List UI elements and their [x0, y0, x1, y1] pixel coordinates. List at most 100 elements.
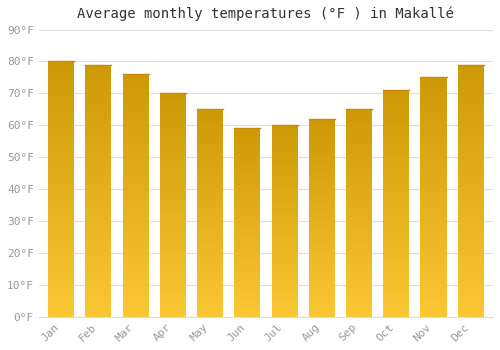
- Bar: [197, 263, 223, 267]
- Bar: [420, 269, 446, 274]
- Bar: [420, 254, 446, 259]
- Bar: [234, 170, 260, 174]
- Bar: [86, 161, 112, 166]
- Bar: [458, 231, 483, 236]
- Bar: [308, 305, 335, 309]
- Bar: [197, 221, 223, 225]
- Bar: [160, 138, 186, 142]
- Bar: [458, 75, 483, 80]
- Bar: [197, 188, 223, 193]
- Bar: [160, 268, 186, 272]
- Bar: [86, 125, 112, 130]
- Bar: [458, 201, 483, 206]
- Bar: [458, 216, 483, 221]
- Bar: [308, 285, 335, 289]
- Bar: [48, 72, 74, 77]
- Bar: [346, 275, 372, 279]
- Bar: [197, 147, 223, 151]
- Bar: [272, 275, 297, 279]
- Bar: [86, 145, 112, 150]
- Bar: [420, 279, 446, 283]
- Bar: [197, 259, 223, 263]
- Bar: [383, 231, 409, 235]
- Bar: [383, 303, 409, 308]
- Bar: [420, 125, 446, 130]
- Bar: [458, 256, 483, 261]
- Bar: [308, 123, 335, 127]
- Bar: [234, 287, 260, 290]
- Bar: [383, 181, 409, 186]
- Bar: [122, 79, 148, 84]
- Bar: [346, 267, 372, 271]
- Bar: [122, 137, 148, 142]
- Bar: [308, 313, 335, 317]
- Bar: [383, 113, 409, 117]
- Bar: [272, 240, 297, 244]
- Bar: [234, 200, 260, 204]
- Bar: [458, 135, 483, 140]
- Bar: [346, 234, 372, 238]
- Bar: [234, 302, 260, 306]
- Bar: [197, 180, 223, 184]
- Bar: [197, 308, 223, 313]
- Bar: [383, 240, 409, 244]
- Bar: [197, 134, 223, 138]
- Bar: [308, 253, 335, 258]
- Bar: [48, 276, 74, 281]
- Bar: [197, 151, 223, 155]
- Bar: [86, 191, 112, 196]
- Bar: [383, 163, 409, 167]
- Bar: [308, 269, 335, 273]
- Bar: [346, 246, 372, 250]
- Bar: [420, 221, 446, 226]
- Bar: [197, 172, 223, 176]
- Bar: [197, 118, 223, 122]
- Bar: [420, 173, 446, 178]
- Bar: [308, 281, 335, 285]
- Bar: [383, 117, 409, 122]
- Bar: [458, 206, 483, 211]
- Bar: [234, 166, 260, 170]
- Bar: [420, 92, 446, 97]
- Bar: [272, 148, 297, 152]
- Bar: [383, 135, 409, 140]
- Bar: [160, 116, 186, 120]
- Bar: [272, 194, 297, 198]
- Bar: [458, 85, 483, 90]
- Bar: [122, 84, 148, 89]
- Bar: [234, 144, 260, 147]
- Bar: [308, 178, 335, 182]
- Bar: [308, 119, 335, 123]
- Bar: [160, 259, 186, 263]
- Bar: [197, 238, 223, 242]
- Bar: [458, 271, 483, 276]
- Bar: [420, 135, 446, 140]
- Bar: [420, 163, 446, 168]
- Bar: [122, 191, 148, 196]
- Bar: [383, 140, 409, 145]
- Bar: [234, 155, 260, 159]
- Bar: [86, 307, 112, 312]
- Bar: [234, 306, 260, 309]
- Bar: [160, 152, 186, 156]
- Bar: [48, 245, 74, 250]
- Bar: [122, 74, 148, 79]
- Bar: [197, 217, 223, 221]
- Bar: [308, 222, 335, 226]
- Bar: [122, 128, 148, 132]
- Bar: [346, 284, 372, 288]
- Bar: [48, 312, 74, 317]
- Bar: [48, 113, 74, 118]
- Bar: [86, 201, 112, 206]
- Bar: [346, 292, 372, 296]
- Bar: [383, 167, 409, 172]
- Bar: [234, 132, 260, 136]
- Bar: [458, 100, 483, 105]
- Bar: [122, 298, 148, 302]
- Bar: [308, 261, 335, 265]
- Bar: [420, 178, 446, 183]
- Bar: [272, 210, 297, 214]
- Bar: [234, 189, 260, 192]
- Bar: [308, 170, 335, 174]
- Bar: [272, 290, 297, 294]
